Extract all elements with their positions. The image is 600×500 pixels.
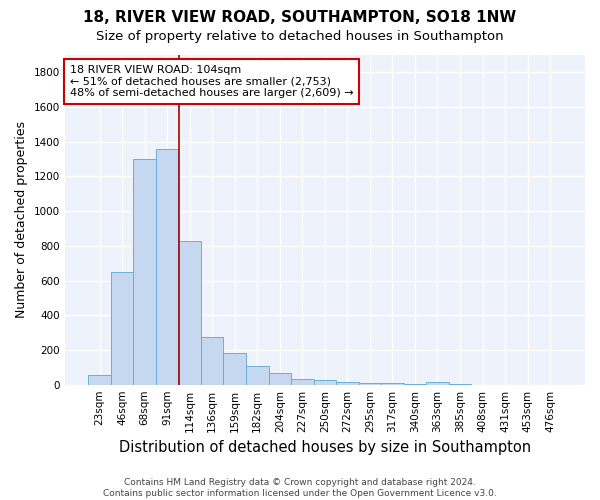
Y-axis label: Number of detached properties: Number of detached properties <box>15 122 28 318</box>
Bar <box>291 380 314 384</box>
Bar <box>269 374 291 384</box>
Bar <box>156 148 178 384</box>
Bar <box>314 380 336 384</box>
Text: 18, RIVER VIEW ROAD, SOUTHAMPTON, SO18 1NW: 18, RIVER VIEW ROAD, SOUTHAMPTON, SO18 1… <box>83 10 517 25</box>
Bar <box>359 382 381 384</box>
Text: 18 RIVER VIEW ROAD: 104sqm
← 51% of detached houses are smaller (2,753)
48% of s: 18 RIVER VIEW ROAD: 104sqm ← 51% of deta… <box>70 65 353 98</box>
X-axis label: Distribution of detached houses by size in Southampton: Distribution of detached houses by size … <box>119 440 531 455</box>
Text: Contains HM Land Registry data © Crown copyright and database right 2024.
Contai: Contains HM Land Registry data © Crown c… <box>103 478 497 498</box>
Bar <box>246 366 269 384</box>
Bar <box>133 159 156 384</box>
Bar <box>88 375 111 384</box>
Bar <box>223 354 246 384</box>
Bar <box>336 382 359 384</box>
Bar <box>201 337 223 384</box>
Bar <box>178 240 201 384</box>
Text: Size of property relative to detached houses in Southampton: Size of property relative to detached ho… <box>96 30 504 43</box>
Bar <box>426 382 449 384</box>
Bar <box>111 272 133 384</box>
